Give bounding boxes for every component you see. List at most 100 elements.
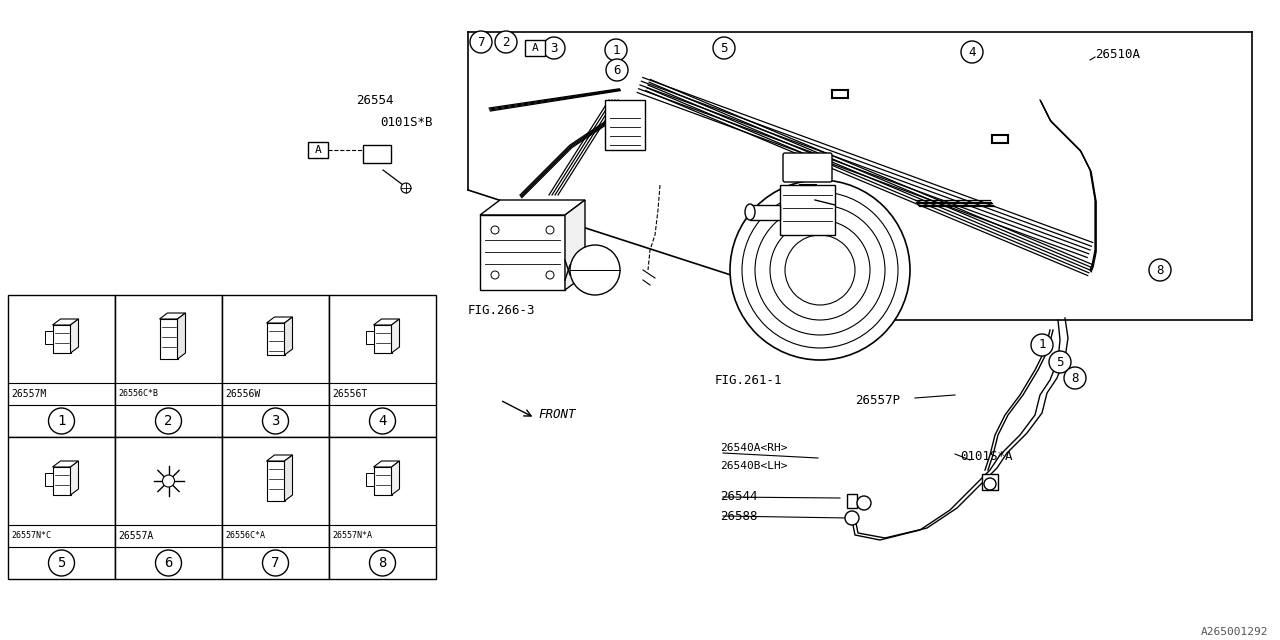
Text: 26554: 26554 (356, 93, 393, 106)
Bar (115, 295, 221, 437)
Circle shape (1030, 334, 1053, 356)
Polygon shape (750, 205, 780, 220)
Circle shape (984, 478, 996, 490)
Text: FIG.261-1: FIG.261-1 (716, 374, 782, 387)
Bar (329, 295, 436, 437)
Circle shape (1149, 259, 1171, 281)
Text: 3: 3 (550, 42, 558, 54)
Circle shape (547, 271, 554, 279)
Bar (329, 437, 436, 579)
Text: 0101S*B: 0101S*B (380, 115, 433, 129)
Bar (52, 467, 70, 495)
Text: 5: 5 (721, 42, 728, 54)
Bar (780, 185, 835, 235)
Circle shape (785, 235, 855, 305)
Text: A265001292: A265001292 (1201, 627, 1268, 637)
Bar (266, 461, 284, 501)
Circle shape (730, 180, 910, 360)
Text: 7: 7 (271, 556, 280, 570)
Circle shape (370, 408, 396, 434)
Bar (364, 145, 390, 163)
Circle shape (755, 205, 884, 335)
Text: FRONT: FRONT (538, 408, 576, 422)
Circle shape (370, 550, 396, 576)
Circle shape (470, 31, 492, 53)
Polygon shape (178, 313, 186, 359)
Text: 26557M: 26557M (12, 389, 46, 399)
Circle shape (605, 59, 628, 81)
Bar (374, 467, 392, 495)
Text: 5: 5 (1056, 355, 1064, 369)
Bar (52, 325, 70, 353)
Polygon shape (374, 319, 399, 325)
Polygon shape (70, 319, 78, 353)
Circle shape (858, 496, 870, 510)
Text: 26544: 26544 (719, 490, 758, 504)
Text: 6: 6 (164, 556, 173, 570)
Bar (115, 437, 221, 579)
Bar (308, 142, 328, 158)
Bar (374, 325, 392, 353)
Bar (266, 323, 284, 355)
Bar (221, 437, 329, 579)
Text: 26557P: 26557P (855, 394, 900, 406)
Text: 26588: 26588 (719, 509, 758, 522)
Text: 26540B<LH>: 26540B<LH> (719, 461, 787, 471)
Polygon shape (266, 455, 293, 461)
Polygon shape (52, 319, 78, 325)
Text: 8: 8 (1156, 264, 1164, 276)
Polygon shape (52, 461, 78, 467)
Polygon shape (160, 313, 186, 319)
Circle shape (495, 31, 517, 53)
Circle shape (262, 408, 288, 434)
Text: 3: 3 (271, 414, 280, 428)
Circle shape (570, 245, 620, 295)
Circle shape (163, 475, 174, 487)
Circle shape (401, 183, 411, 193)
Ellipse shape (745, 204, 755, 220)
Text: 26556C*B: 26556C*B (118, 390, 157, 399)
Circle shape (155, 550, 182, 576)
Bar (847, 494, 858, 508)
Circle shape (492, 226, 499, 234)
Polygon shape (392, 461, 399, 495)
Text: 26557A: 26557A (118, 531, 154, 541)
Text: 1: 1 (58, 414, 65, 428)
Polygon shape (480, 200, 585, 215)
Circle shape (49, 408, 74, 434)
Bar (982, 474, 998, 490)
Text: 6: 6 (613, 63, 621, 77)
Polygon shape (392, 319, 399, 353)
Bar (525, 40, 545, 56)
Circle shape (961, 41, 983, 63)
Bar (160, 319, 178, 359)
Circle shape (49, 550, 74, 576)
Polygon shape (45, 331, 52, 344)
Text: 2: 2 (164, 414, 173, 428)
Polygon shape (366, 331, 374, 344)
Polygon shape (45, 473, 52, 486)
Polygon shape (284, 317, 293, 355)
Circle shape (155, 408, 182, 434)
Text: 1: 1 (612, 44, 620, 56)
Polygon shape (564, 200, 585, 290)
Text: 26557N*A: 26557N*A (332, 531, 372, 541)
Circle shape (547, 226, 554, 234)
Text: 8: 8 (379, 556, 387, 570)
Text: FIG.266-3: FIG.266-3 (468, 303, 535, 317)
Circle shape (742, 192, 899, 348)
Circle shape (713, 37, 735, 59)
Text: 26556C*A: 26556C*A (225, 531, 265, 541)
Circle shape (492, 271, 499, 279)
Text: 2: 2 (502, 35, 509, 49)
Text: 26556W: 26556W (225, 389, 260, 399)
FancyBboxPatch shape (783, 153, 832, 182)
Circle shape (262, 550, 288, 576)
Bar (8, 437, 115, 579)
Text: 5: 5 (58, 556, 65, 570)
Circle shape (1064, 367, 1085, 389)
Text: 26557N*C: 26557N*C (12, 531, 51, 541)
Text: 7: 7 (477, 35, 485, 49)
Polygon shape (266, 317, 293, 323)
Text: 26540A<RH>: 26540A<RH> (719, 443, 787, 453)
